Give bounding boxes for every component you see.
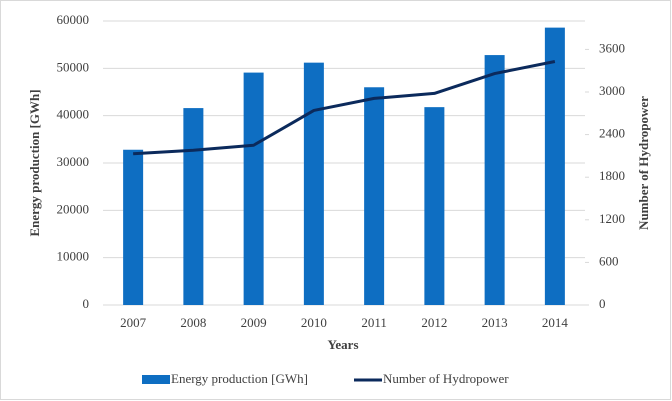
y2-axis-label: Number of Hydropower	[636, 96, 651, 230]
bar	[544, 27, 565, 305]
y2-tick-label: 3600	[599, 40, 625, 55]
y2-tick-label: 600	[599, 253, 619, 268]
x-tick-label: 2013	[482, 315, 508, 330]
legend-label: Energy production [GWh]	[171, 371, 308, 386]
y-tick-label: 40000	[57, 107, 90, 122]
x-tick-label: 2008	[180, 315, 206, 330]
x-tick-label: 2009	[241, 315, 267, 330]
x-tick-label: 2011	[361, 315, 387, 330]
y-tick-label: 50000	[57, 59, 90, 74]
y-axis-label: Energy production [GWh]	[27, 89, 42, 236]
y2-tick-label: 1200	[599, 211, 625, 226]
y-tick-label: 10000	[57, 249, 90, 264]
x-tick-label: 2010	[301, 315, 327, 330]
y2-tick-label: 1800	[599, 168, 625, 183]
x-tick-label: 2007	[120, 315, 147, 330]
y2-tick-label: 0	[599, 296, 606, 311]
line	[133, 59, 556, 156]
legend-swatch	[142, 375, 170, 384]
bar	[123, 149, 144, 305]
bar	[364, 87, 385, 306]
bar	[424, 107, 445, 305]
bar	[303, 62, 324, 305]
y-tick-label: 30000	[57, 154, 90, 169]
x-tick-label: 2012	[421, 315, 447, 330]
bar	[183, 108, 204, 306]
y-tick-label: 20000	[57, 201, 90, 216]
y2-tick-label: 3000	[599, 83, 625, 98]
bar	[484, 55, 505, 305]
x-axis-label: Years	[327, 337, 358, 352]
x-tick-label: 2014	[542, 315, 569, 330]
y-tick-label: 60000	[57, 12, 90, 27]
bar	[243, 72, 264, 306]
legend-label: Number of Hydropower	[383, 371, 509, 386]
y-tick-label: 0	[83, 296, 90, 311]
y2-tick-label: 2400	[599, 126, 625, 141]
